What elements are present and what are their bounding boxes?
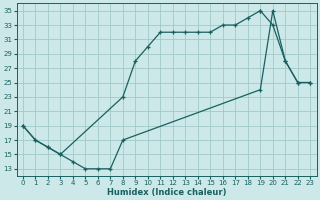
X-axis label: Humidex (Indice chaleur): Humidex (Indice chaleur) <box>107 188 226 197</box>
